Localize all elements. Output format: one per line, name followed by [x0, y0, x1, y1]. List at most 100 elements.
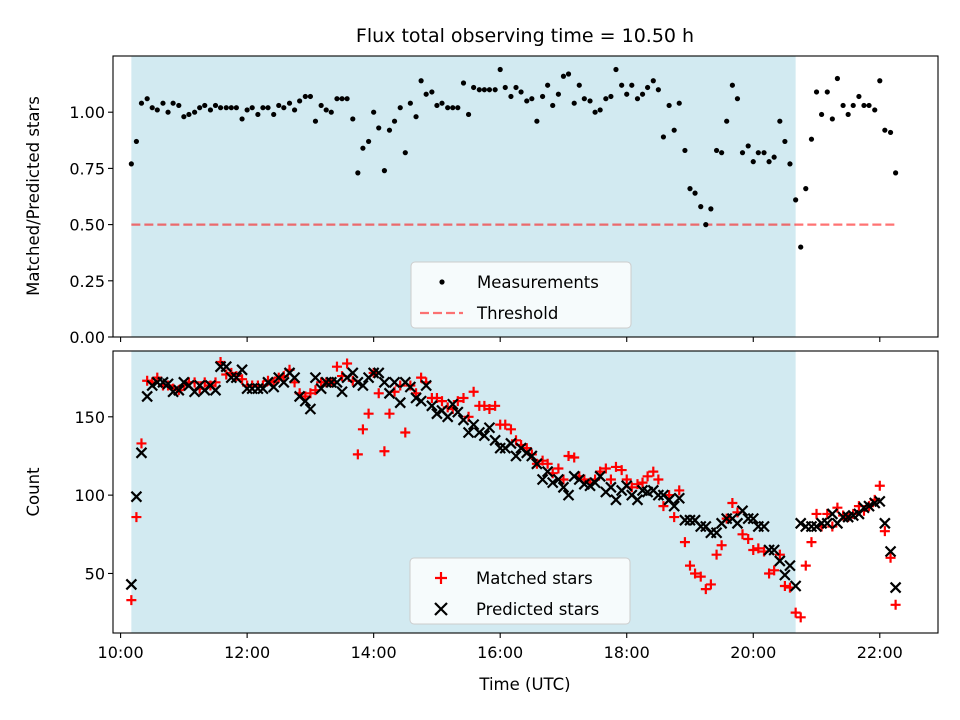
y-tick-label: 0.50 [69, 216, 105, 235]
predicted-star-point [679, 514, 691, 526]
measurement-point [244, 107, 250, 113]
measurement-point [397, 105, 403, 111]
matched-star-point [468, 386, 479, 397]
measurement-point [687, 186, 693, 192]
measurement-point [534, 118, 540, 124]
predicted-star-point [631, 494, 644, 506]
predicted-star-point [236, 364, 248, 376]
matched-star-point [563, 450, 574, 461]
matched-star-point [674, 485, 685, 496]
predicted-star-point [821, 517, 834, 530]
matched-star-point [331, 361, 342, 372]
predicted-star-point [378, 376, 391, 389]
matched-star-point [774, 549, 785, 560]
measurement-point [402, 150, 408, 156]
predicted-star-point [209, 384, 222, 396]
predicted-star-point [426, 400, 438, 412]
matched-star-point [600, 463, 611, 474]
matched-star-point [384, 408, 395, 419]
measurement-point [787, 161, 793, 167]
measurement-point [471, 84, 477, 91]
matched-star-point [700, 584, 711, 595]
measurement-point [233, 105, 239, 111]
measurement-point [312, 118, 319, 124]
measurement-point [565, 71, 572, 77]
measurement-point [434, 102, 440, 109]
measurement-point [360, 145, 366, 151]
measurement-point [597, 107, 603, 113]
axes-frame [112, 55, 939, 338]
x-tick-label: 16:00 [477, 643, 523, 662]
legend-label: Predicted stars [476, 600, 599, 619]
measurement-point [371, 109, 377, 115]
legend: Measurements Threshold [410, 261, 632, 329]
predicted-star-point [605, 481, 617, 494]
predicted-star-point [826, 508, 839, 520]
measurement-point [138, 100, 145, 106]
measurement-point [445, 105, 451, 111]
measurement-point [181, 114, 187, 120]
matched-star-point [790, 607, 801, 618]
predicted-star-point [505, 437, 517, 450]
x-tick-label: 18:00 [604, 643, 650, 662]
axes-frame [112, 350, 939, 634]
measurement-point [666, 102, 672, 109]
matched-star-point [490, 400, 501, 411]
measurement-point [455, 105, 461, 111]
measurement-point [877, 78, 883, 84]
measurement-point [350, 116, 356, 122]
matched-star-point [342, 358, 353, 369]
predicted-star-point [347, 367, 359, 379]
measurement-point [328, 109, 334, 115]
measurement-point [386, 127, 393, 133]
matched-star-point [822, 508, 833, 519]
matched-star-point [705, 579, 716, 590]
time-axis-label: Time (UTC) [478, 675, 570, 694]
predicted-star-point [173, 384, 185, 396]
measurement-point [423, 91, 429, 97]
measurement-point [603, 96, 609, 102]
matched-star-point [737, 529, 748, 540]
predicted-star-point [610, 494, 622, 506]
matched-star-point [874, 480, 885, 491]
predicted-star-point [758, 520, 770, 533]
matched-star-point [642, 471, 653, 482]
measurement-point [276, 102, 282, 109]
measurement-point [154, 107, 160, 113]
measurement-point [492, 87, 498, 93]
predicted-star-point [837, 511, 849, 523]
matched-star-point [558, 474, 569, 485]
measurement-point [318, 102, 324, 109]
measurement-point [265, 105, 271, 111]
measurement-point [571, 100, 577, 106]
measurement-point [692, 190, 698, 196]
measurement-point [845, 111, 851, 118]
matched-star-point [136, 438, 147, 449]
predicted-star-point [736, 505, 749, 517]
predicted-star-point [220, 360, 233, 373]
predicted-star-point [383, 387, 396, 400]
measurement-point [255, 111, 261, 118]
predicted-star-point [225, 371, 238, 384]
predicted-star-point [562, 489, 575, 501]
measurement-point [655, 87, 661, 93]
predicted-star-point [526, 450, 538, 462]
predicted-star-point [489, 434, 501, 447]
measurement-point [813, 89, 820, 95]
x-tick-label: 14:00 [351, 643, 397, 662]
measurement-point [271, 111, 277, 118]
predicted-star-point [130, 490, 143, 503]
predicted-star-point [874, 495, 886, 508]
measurement-point [429, 89, 435, 95]
predicted-star-point [372, 367, 385, 379]
measurement-point [660, 134, 667, 140]
measurement-point [323, 107, 329, 113]
matched-star-point [832, 502, 843, 513]
matched-star-point [716, 540, 727, 551]
predicted-star-point [462, 426, 475, 439]
measurement-point [872, 107, 878, 113]
measurement-point [734, 96, 741, 102]
x-tick-label: 10:00 [98, 643, 144, 662]
measurement-point [217, 105, 224, 111]
predicted-star-point [763, 544, 775, 556]
